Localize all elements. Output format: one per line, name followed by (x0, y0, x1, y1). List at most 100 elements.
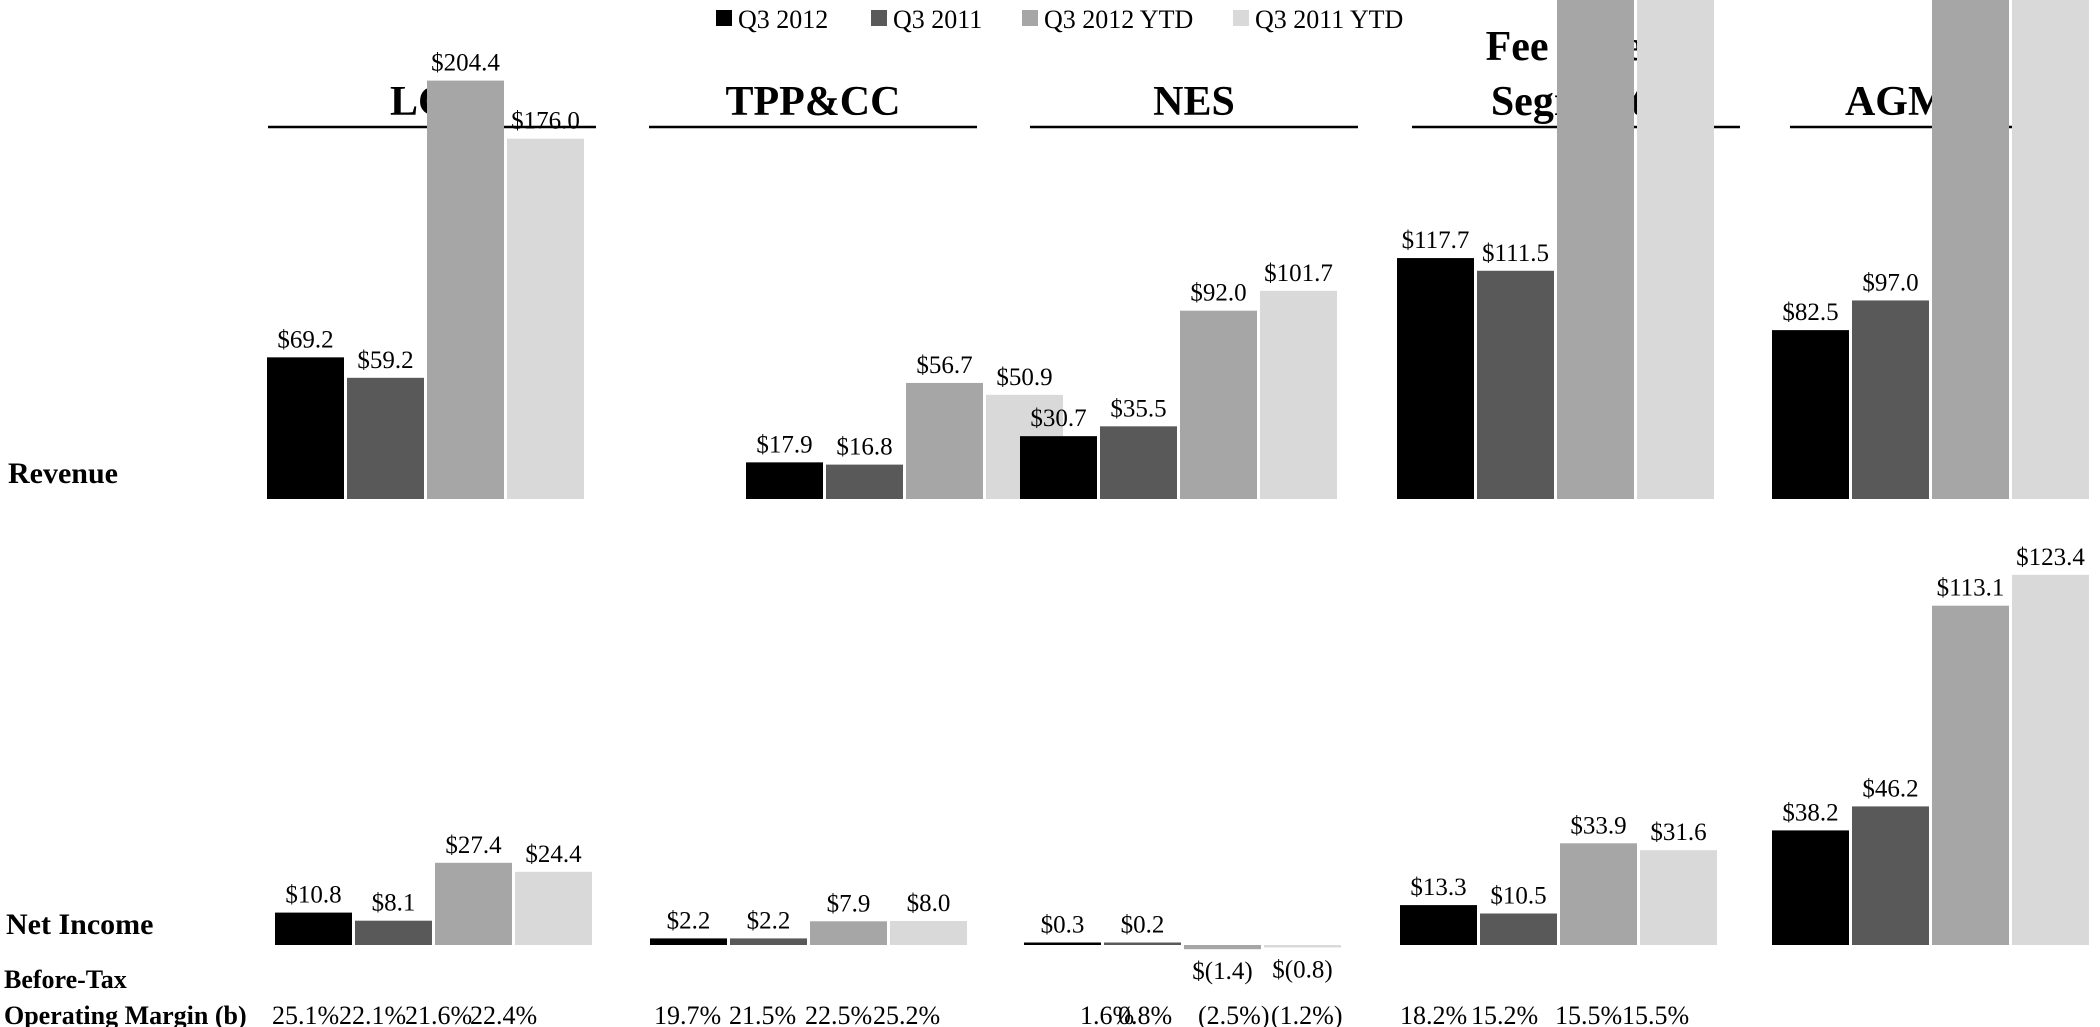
operating-margin-nes-q3-2012: 1.6% (1080, 1001, 1134, 1027)
net-income-bar-agm-a-q3-2011-ytd (2012, 574, 2089, 945)
revenue-bar-fee-based-segments-q3-2012-ytd (1557, 0, 1634, 500)
net-income-bar-lgs-q3-2012-ytd (435, 862, 512, 945)
legend-swatch-q3-2012-ytd (1022, 10, 1038, 26)
revenue-bar-agm-a-q3-2011 (1852, 300, 1929, 499)
row-label-revenue: Revenue (8, 457, 118, 490)
revenue-bar-nes-q3-2012 (1020, 436, 1097, 499)
revenue-label-fee-based-segments-q3-2011: $111.5 (1482, 240, 1549, 267)
net-income-label-tpp-cc-q3-2011-ytd: $8.0 (907, 890, 951, 917)
net-income-bar-lgs-q3-2011 (355, 920, 432, 945)
revenue-label-lgs-q3-2011-ytd: $176.0 (511, 108, 580, 135)
revenue-label-nes-q3-2011-ytd: $101.7 (1264, 260, 1333, 287)
revenue-bar-fee-based-segments-q3-2012 (1397, 258, 1474, 499)
net-income-label-fee-based-segments-q3-2011: $10.5 (1490, 883, 1546, 910)
revenue-bar-agm-a-q3-2012-ytd (1932, 0, 2009, 499)
operating-margin-lgs-q3-2011-ytd: 22.4% (470, 1001, 537, 1027)
operating-margin-tpp-cc-q3-2011-ytd: 25.2% (873, 1001, 940, 1027)
net-income-bar-tpp-cc-q3-2012 (650, 938, 727, 945)
revenue-label-nes-q3-2011: $35.5 (1110, 395, 1166, 422)
revenue-bar-fee-based-segments-q3-2011 (1477, 270, 1554, 499)
net-income-label-agm-a-q3-2012: $38.2 (1782, 799, 1838, 826)
revenue-bar-tpp-cc-q3-2012 (746, 462, 823, 499)
net-income-bar-nes-q3-2012 (1024, 942, 1101, 945)
operating-margin-fee-based-segments-q3-2011-ytd: 15.5% (1622, 1001, 1689, 1027)
net-income-label-lgs-q3-2011-ytd: $24.4 (525, 841, 582, 868)
revenue-label-lgs-q3-2011: $59.2 (357, 347, 413, 374)
revenue-label-nes-q3-2012: $30.7 (1030, 405, 1086, 432)
row-labels: Revenue Net Income Before-Tax Operating Mar… (4, 457, 247, 1027)
revenue-label-tpp-cc-q3-2012: $17.9 (756, 431, 812, 458)
net-income-bar-lgs-q3-2012 (275, 912, 352, 945)
legend-label-q3-2012-ytd: Q3 2012 YTD (1044, 5, 1193, 34)
net-income-bar-nes-q3-2011 (1104, 942, 1181, 945)
legend-label-q3-2011-ytd: Q3 2011 YTD (1255, 5, 1403, 34)
operating-margin-fee-based-segments-q3-2012-ytd: 15.5% (1555, 1001, 1622, 1027)
net-income-label-nes-q3-2012: $0.3 (1041, 912, 1085, 939)
net-income-label-fee-based-segments-q3-2011-ytd: $31.6 (1650, 819, 1706, 846)
net-income-label-tpp-cc-q3-2012-ytd: $7.9 (827, 890, 871, 917)
operating-margin-fee-based-segments-q3-2012: 18.2% (1400, 1001, 1467, 1027)
revenue-label-agm-a-q3-2012: $82.5 (1782, 299, 1838, 326)
operating-margin-fee-based-segments-q3-2011: 15.2% (1471, 1001, 1538, 1027)
revenue-label-agm-a-q3-2011: $97.0 (1862, 269, 1918, 296)
net-income-bar-nes-q3-2012-ytd (1184, 945, 1261, 950)
net-income-label-fee-based-segments-q3-2012-ytd: $33.9 (1570, 812, 1626, 839)
operating-margin-tpp-cc-q3-2012-ytd: 22.5% (805, 1001, 872, 1027)
net-income-bar-fee-based-segments-q3-2011-ytd (1640, 850, 1717, 945)
net-income-label-nes-q3-2011: $0.2 (1121, 912, 1165, 939)
revenue-label-tpp-cc-q3-2012-ytd: $56.7 (916, 352, 972, 379)
net-income-bar-agm-a-q3-2012-ytd (1932, 605, 2009, 945)
net-income-bar-tpp-cc-q3-2011-ytd (890, 921, 967, 945)
operating-margin-nes-q3-2011-ytd: (1.2%) (1271, 1001, 1342, 1027)
revenue-bar-agm-a-q3-2011-ytd (2012, 0, 2089, 500)
net-income-label-nes-q3-2011-ytd: $(0.8) (1272, 957, 1332, 984)
segment-title-nes: NES (1153, 79, 1235, 125)
operating-margin-lgs-q3-2012: 25.1% (272, 1001, 339, 1027)
revenue-label-fee-based-segments-q3-2012: $117.7 (1402, 227, 1470, 254)
net-income-bar-fee-based-segments-q3-2012 (1400, 905, 1477, 945)
revenue-label-nes-q3-2012-ytd: $92.0 (1190, 280, 1246, 307)
operating-margin-lgs-q3-2011: 22.1% (339, 1001, 406, 1027)
operating-margin-nes-q3-2012-ytd: (2.5%) (1198, 1001, 1269, 1027)
revenue-bar-tpp-cc-q3-2011 (826, 464, 903, 499)
chart-legend: Q3 2012 Q3 2011 Q3 2012 YTD Q3 2011 YTD (716, 5, 1403, 34)
chart-bars (267, 0, 2089, 950)
net-income-bar-fee-based-segments-q3-2011 (1480, 913, 1557, 945)
row-label-operating-margin: Operating Margin (b) (4, 1001, 247, 1027)
segment-title-tpp-cc: TPP&CC (726, 79, 901, 125)
net-income-bar-agm-a-q3-2011 (1852, 806, 1929, 945)
legend-label-q3-2011: Q3 2011 (893, 5, 982, 34)
row-label-net-income: Net Income (6, 908, 153, 941)
operating-margin-tpp-cc-q3-2012: 19.7% (654, 1001, 721, 1027)
revenue-bar-fee-based-segments-q3-2011-ytd (1637, 0, 1714, 500)
net-income-label-tpp-cc-q3-2011: $2.2 (747, 907, 791, 934)
legend-swatch-q3-2011-ytd (1233, 10, 1249, 26)
operating-margin-nes-q3-2011: 0.8% (1118, 1001, 1172, 1027)
chart-data-labels: $69.2 $59.2 $204.4 $176.0 $10.8 $8.1 $27.4 $24.… (277, 50, 2085, 986)
legend-swatch-q3-2011 (871, 10, 887, 26)
legend-swatch-q3-2012 (716, 10, 732, 26)
revenue-label-lgs-q3-2012: $69.2 (277, 326, 333, 353)
revenue-bar-lgs-q3-2012 (267, 357, 344, 499)
revenue-bar-nes-q3-2011 (1100, 426, 1177, 499)
net-income-bar-tpp-cc-q3-2011 (730, 938, 807, 945)
revenue-bar-lgs-q3-2012-ytd (427, 80, 504, 499)
row-label-before-tax: Before-Tax (4, 965, 127, 994)
net-income-label-tpp-cc-q3-2012: $2.2 (667, 907, 711, 934)
revenue-bar-lgs-q3-2011-ytd (507, 138, 584, 499)
net-income-label-agm-a-q3-2012-ytd: $113.1 (1937, 575, 2005, 602)
net-income-bar-nes-q3-2011-ytd (1264, 945, 1341, 948)
revenue-bar-nes-q3-2012-ytd (1180, 310, 1257, 499)
net-income-bar-lgs-q3-2011-ytd (515, 871, 592, 945)
revenue-bar-nes-q3-2011-ytd (1260, 290, 1337, 499)
net-income-label-fee-based-segments-q3-2012: $13.3 (1410, 874, 1466, 901)
revenue-bar-agm-a-q3-2012 (1772, 330, 1849, 499)
net-income-label-lgs-q3-2012: $10.8 (285, 882, 341, 909)
net-income-label-agm-a-q3-2011: $46.2 (1862, 775, 1918, 802)
net-income-bar-tpp-cc-q3-2012-ytd (810, 921, 887, 945)
revenue-bar-tpp-cc-q3-2012-ytd (906, 382, 983, 499)
net-income-bar-fee-based-segments-q3-2012-ytd (1560, 843, 1637, 945)
revenue-label-lgs-q3-2012-ytd: $204.4 (431, 50, 500, 77)
operating-margin-values: 25.1% 22.1%21.6%22.4% 19.7% 21.5% 22.5% 25.2%… (272, 1001, 1689, 1027)
